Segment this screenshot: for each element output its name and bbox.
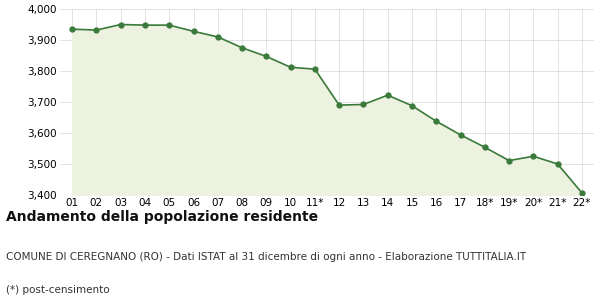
Text: Andamento della popolazione residente: Andamento della popolazione residente xyxy=(6,210,318,224)
Text: (*) post-censimento: (*) post-censimento xyxy=(6,285,110,295)
Text: COMUNE DI CEREGNANO (RO) - Dati ISTAT al 31 dicembre di ogni anno - Elaborazione: COMUNE DI CEREGNANO (RO) - Dati ISTAT al… xyxy=(6,252,526,262)
